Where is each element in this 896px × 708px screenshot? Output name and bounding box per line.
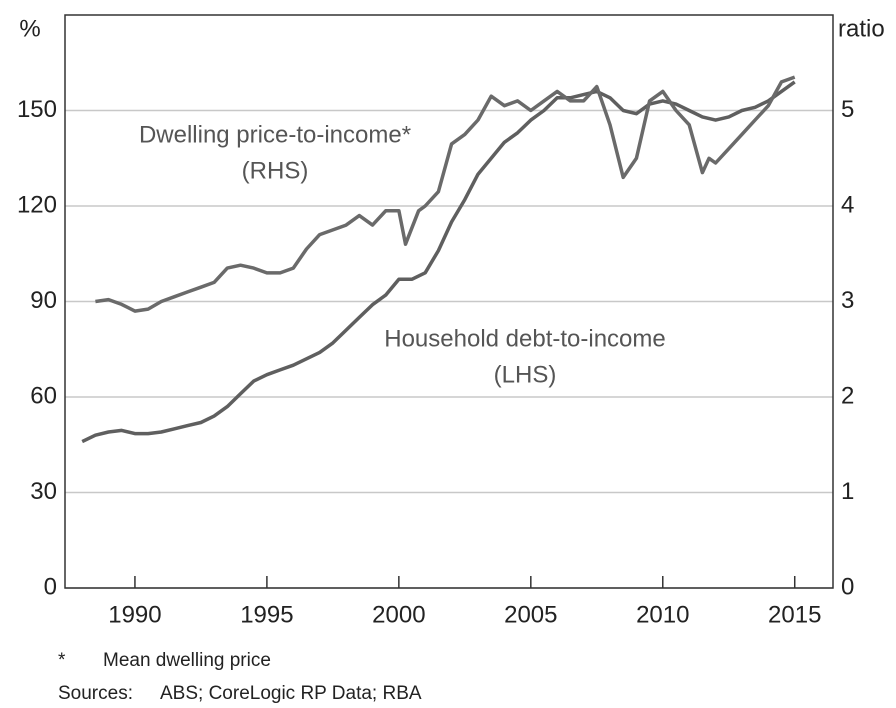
annotation: (LHS) (494, 361, 557, 388)
y-tick-label: 150 (17, 96, 57, 123)
y2-tick-label: 3 (841, 287, 854, 314)
x-tick-label: 1995 (240, 601, 293, 628)
y2-tick-label: 0 (841, 573, 854, 600)
y2-tick-label: 1 (841, 478, 854, 505)
x-tick-label: 2000 (372, 601, 425, 628)
sources: ABS; CoreLogic RP Data; RBA (160, 683, 422, 704)
x-tick-label: 2005 (504, 601, 557, 628)
y2-unit: ratio (838, 15, 885, 42)
x-tick-label: 2010 (636, 601, 689, 628)
annotation: (RHS) (242, 157, 309, 184)
y-tick-label: 120 (17, 191, 57, 218)
y2-tick-label: 2 (841, 382, 854, 409)
footnote: Mean dwelling price (103, 650, 271, 671)
annotation: Household debt-to-income (384, 325, 666, 352)
series-line (95, 75, 796, 313)
x-tick-label: 1990 (108, 601, 161, 628)
series-line (81, 80, 796, 444)
y-tick-label: 90 (30, 287, 57, 314)
footnote-marker: * (58, 650, 66, 671)
y2-tick-label: 5 (841, 96, 854, 123)
annotation: Dwelling price-to-income* (139, 121, 411, 148)
y2-tick-label: 4 (841, 191, 854, 218)
y-tick-label: 60 (30, 382, 57, 409)
y-tick-label: 0 (44, 573, 57, 600)
sources-label: Sources: (58, 683, 133, 704)
x-tick-label: 2015 (768, 601, 821, 628)
y-tick-label: 30 (30, 478, 57, 505)
plot-frame (64, 14, 834, 589)
y-unit: % (19, 15, 40, 42)
